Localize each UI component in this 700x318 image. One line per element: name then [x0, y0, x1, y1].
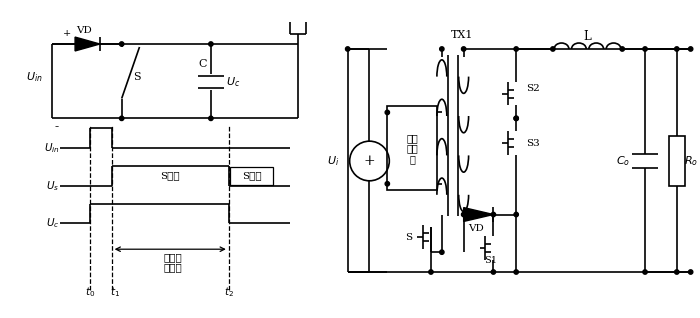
- Circle shape: [643, 270, 648, 274]
- Text: L: L: [584, 30, 592, 43]
- Bar: [387, 107, 437, 190]
- Circle shape: [491, 212, 496, 217]
- Text: VD: VD: [468, 224, 484, 233]
- Text: $U_c$: $U_c$: [46, 217, 59, 230]
- Text: S: S: [133, 72, 140, 82]
- Circle shape: [120, 42, 124, 46]
- Text: S1: S1: [484, 256, 497, 265]
- Circle shape: [689, 270, 693, 274]
- Text: $U_s$: $U_s$: [46, 179, 59, 193]
- Circle shape: [385, 182, 389, 186]
- Circle shape: [689, 47, 693, 51]
- Text: S: S: [405, 233, 413, 242]
- Text: +: +: [364, 154, 375, 168]
- Circle shape: [461, 47, 466, 51]
- Text: $C_o$: $C_o$: [616, 154, 630, 168]
- Text: -: -: [54, 120, 58, 133]
- Circle shape: [514, 270, 519, 274]
- Circle shape: [209, 116, 213, 121]
- Text: 络: 络: [410, 156, 415, 164]
- Circle shape: [514, 116, 519, 121]
- Text: TX1: TX1: [451, 30, 473, 40]
- Circle shape: [514, 116, 519, 121]
- Text: $U_i$: $U_i$: [327, 154, 339, 168]
- Text: +: +: [63, 29, 71, 38]
- Circle shape: [643, 47, 648, 51]
- Circle shape: [385, 110, 389, 114]
- Bar: [230, 167, 273, 185]
- Circle shape: [514, 212, 519, 217]
- Text: VD: VD: [76, 26, 92, 35]
- Circle shape: [120, 116, 124, 121]
- Circle shape: [675, 47, 679, 51]
- Text: 持时间: 持时间: [164, 264, 183, 273]
- Text: $U_c$: $U_c$: [225, 75, 240, 89]
- Circle shape: [620, 47, 624, 51]
- Text: 电荷保: 电荷保: [164, 254, 183, 263]
- Circle shape: [675, 270, 679, 274]
- Circle shape: [440, 47, 444, 51]
- Text: $U_{in}$: $U_{in}$: [26, 70, 43, 84]
- Text: $R_o$: $R_o$: [684, 154, 698, 168]
- Circle shape: [209, 42, 213, 46]
- Bar: [668, 136, 685, 186]
- Text: 磁复: 磁复: [406, 134, 418, 143]
- Circle shape: [491, 270, 496, 274]
- Text: C: C: [199, 59, 207, 69]
- Text: S导通: S导通: [241, 171, 261, 180]
- Circle shape: [429, 270, 433, 274]
- Circle shape: [440, 250, 444, 254]
- Text: $t_2$: $t_2$: [224, 285, 234, 299]
- Circle shape: [551, 47, 555, 51]
- Circle shape: [514, 47, 519, 51]
- Text: S断开: S断开: [160, 171, 180, 180]
- Circle shape: [346, 47, 350, 51]
- Text: 位网: 位网: [406, 145, 418, 154]
- Polygon shape: [75, 37, 100, 51]
- Polygon shape: [463, 208, 494, 221]
- Text: $t_0$: $t_0$: [85, 285, 95, 299]
- Text: $U_{in}$: $U_{in}$: [44, 141, 60, 155]
- Circle shape: [461, 212, 466, 217]
- Text: S2: S2: [526, 84, 540, 93]
- Text: $t_1$: $t_1$: [110, 285, 120, 299]
- Text: S3: S3: [526, 139, 540, 148]
